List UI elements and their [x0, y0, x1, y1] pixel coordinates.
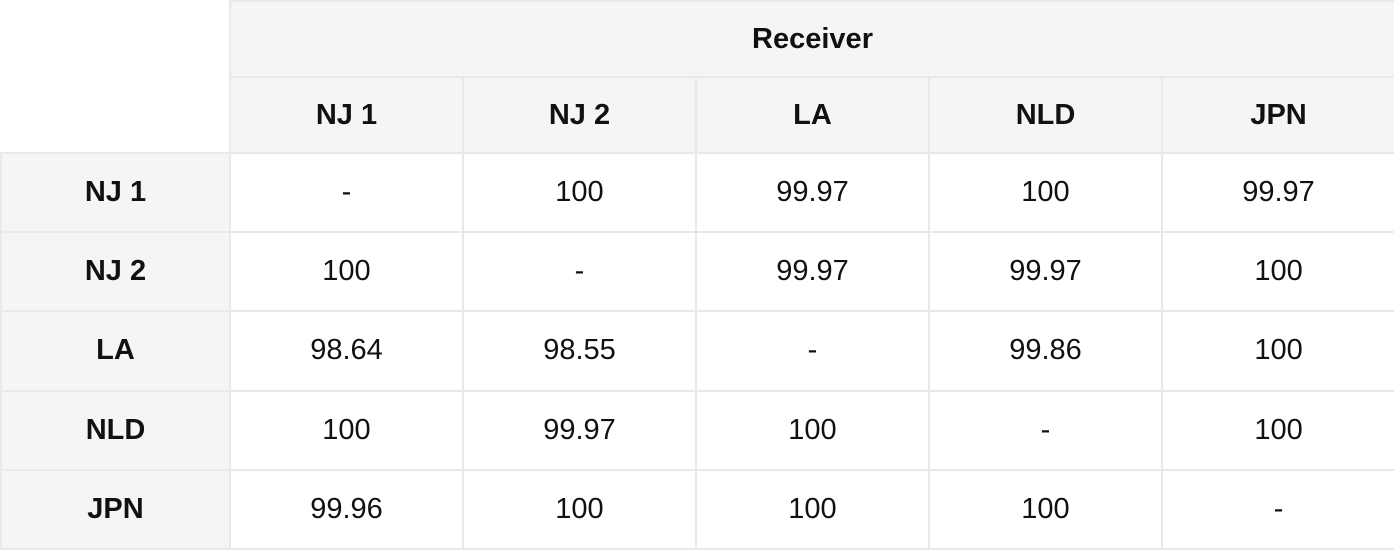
table-cell: 99.97	[695, 151, 930, 234]
table-cell: 99.97	[462, 389, 697, 471]
table-cell: -	[229, 151, 464, 234]
table-cell: -	[1160, 468, 1394, 551]
table-cell: 100	[1160, 231, 1394, 313]
table-cell: 100	[695, 468, 930, 551]
table-cell: -	[928, 389, 1163, 471]
table-cell: 100	[229, 389, 464, 471]
table-cell: -	[462, 231, 697, 313]
table-row: LA 98.64 98.55 - 99.86 100	[0, 310, 1394, 392]
table-row: NLD 100 99.97 100 - 100	[0, 389, 1394, 471]
column-header-nj2: NJ 2	[462, 76, 697, 154]
column-header-la: LA	[695, 76, 930, 154]
row-header-nj1: NJ 1	[0, 151, 231, 234]
table-cell: 99.97	[1160, 151, 1394, 234]
row-header-la: LA	[0, 310, 231, 392]
row-header-nj2: NJ 2	[0, 231, 231, 313]
column-header-jpn: JPN	[1160, 76, 1394, 154]
column-header-row: NJ 1 NJ 2 LA NLD JPN	[1, 76, 1394, 154]
table-row: NJ 2 100 - 99.97 99.97 100	[0, 231, 1394, 313]
column-header-nj1: NJ 1	[229, 76, 464, 154]
table-cell: 100	[462, 151, 697, 234]
column-header-nld: NLD	[928, 76, 1163, 154]
table-cell: 100	[462, 468, 697, 551]
table-cell: 99.97	[695, 231, 930, 313]
table-cell: -	[695, 310, 930, 392]
row-header-jpn: JPN	[0, 468, 231, 551]
table-cell: 100	[1160, 310, 1394, 392]
group-header-row: Receiver	[1, 0, 1394, 154]
receiver-group-header: Receiver	[228, 0, 1394, 78]
table-cell: 98.64	[229, 310, 464, 392]
table-row: NJ 1 - 100 99.97 100 99.97	[0, 151, 1394, 234]
table-row: JPN 99.96 100 100 100 -	[0, 468, 1394, 551]
table-cell: 100	[928, 151, 1163, 234]
row-header-nld: NLD	[0, 389, 231, 471]
table-cell: 99.86	[928, 310, 1163, 392]
table-cell: 99.97	[928, 231, 1163, 313]
corner-cell	[1, 1, 231, 154]
table-cell: 100	[1160, 389, 1394, 471]
table-cell: 100	[695, 389, 930, 471]
table-cell: 100	[229, 231, 464, 313]
table-cell: 99.96	[229, 468, 464, 551]
table-cell: 98.55	[462, 310, 697, 392]
table-cell: 100	[928, 468, 1163, 551]
